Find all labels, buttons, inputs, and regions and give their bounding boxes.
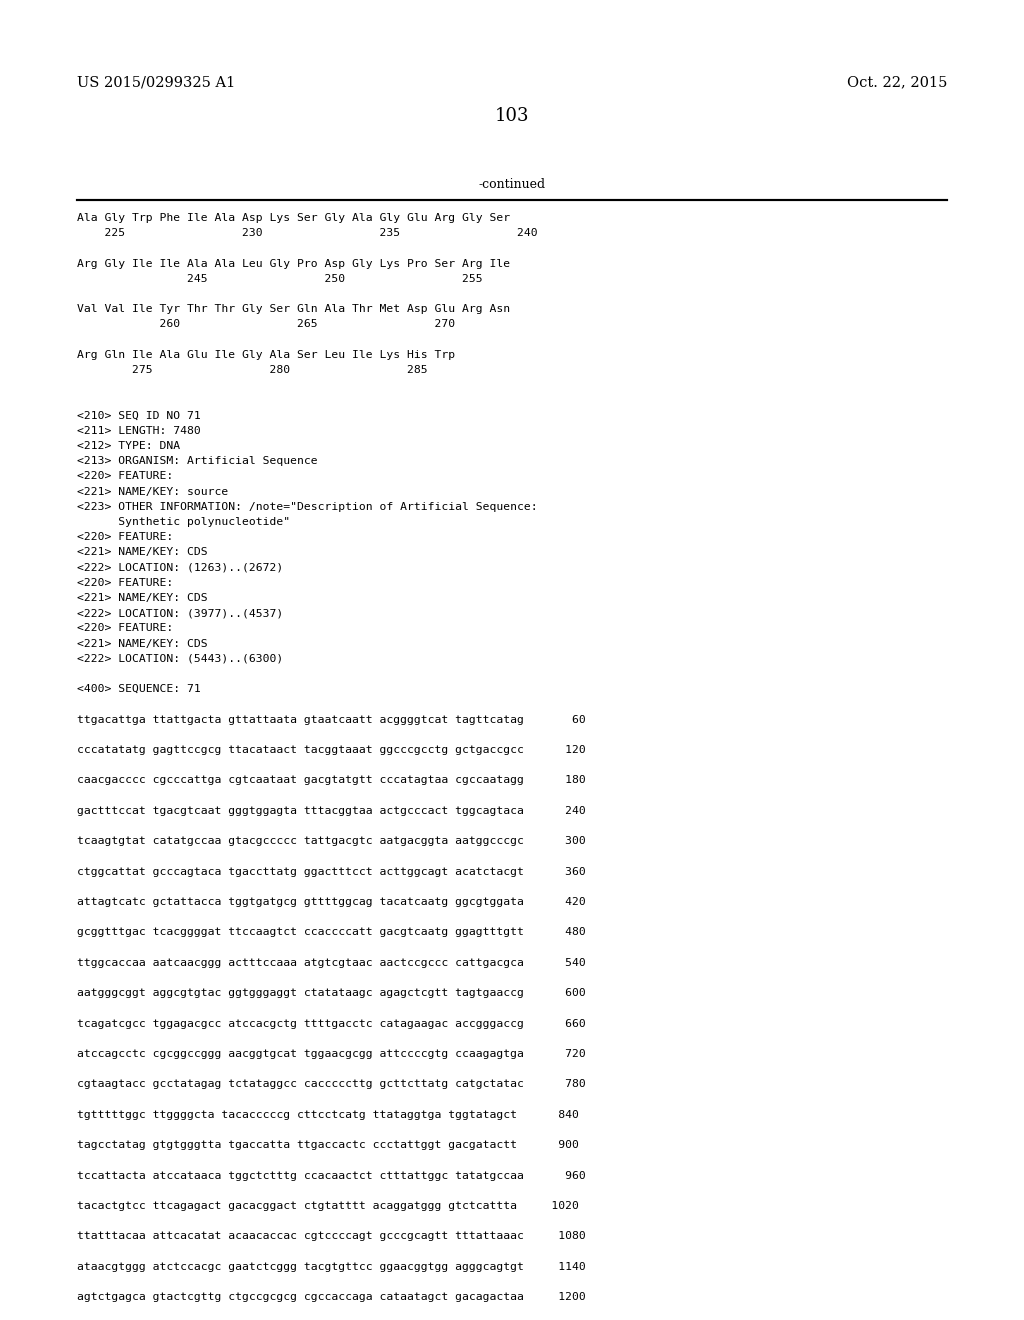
Text: 225                 230                 235                 240: 225 230 235 240 [77, 228, 538, 238]
Text: tccattacta atccataaca tggctctttg ccacaactct ctttattggc tatatgccaa      960: tccattacta atccataaca tggctctttg ccacaac… [77, 1171, 586, 1180]
Text: tcaagtgtat catatgccaa gtacgccccc tattgacgtc aatgacggta aatggcccgc      300: tcaagtgtat catatgccaa gtacgccccc tattgac… [77, 836, 586, 846]
Text: <212> TYPE: DNA: <212> TYPE: DNA [77, 441, 180, 451]
Text: caacgacccc cgcccattga cgtcaataat gacgtatgtt cccatagtaa cgccaatagg      180: caacgacccc cgcccattga cgtcaataat gacgtat… [77, 775, 586, 785]
Text: aatgggcggt aggcgtgtac ggtgggaggt ctatataagc agagctcgtt tagtgaaccg      600: aatgggcggt aggcgtgtac ggtgggaggt ctatata… [77, 989, 586, 998]
Text: cccatatatg gagttccgcg ttacataact tacggtaaat ggcccgcctg gctgaccgcc      120: cccatatatg gagttccgcg ttacataact tacggta… [77, 744, 586, 755]
Text: 245                 250                 255: 245 250 255 [77, 273, 482, 284]
Text: atccagcctc cgcggccggg aacggtgcat tggaacgcgg attccccgtg ccaagagtga      720: atccagcctc cgcggccggg aacggtgcat tggaacg… [77, 1049, 586, 1059]
Text: Oct. 22, 2015: Oct. 22, 2015 [847, 75, 947, 88]
Text: tcagatcgcc tggagacgcc atccacgctg ttttgacctc catagaagac accgggaccg      660: tcagatcgcc tggagacgcc atccacgctg ttttgac… [77, 1019, 586, 1028]
Text: tacactgtcc ttcagagact gacacggact ctgtatttt acaggatggg gtctcattta     1020: tacactgtcc ttcagagact gacacggact ctgtatt… [77, 1201, 579, 1210]
Text: 260                 265                 270: 260 265 270 [77, 319, 455, 330]
Text: <222> LOCATION: (3977)..(4537): <222> LOCATION: (3977)..(4537) [77, 609, 284, 618]
Text: <222> LOCATION: (1263)..(2672): <222> LOCATION: (1263)..(2672) [77, 562, 284, 573]
Text: US 2015/0299325 A1: US 2015/0299325 A1 [77, 75, 236, 88]
Text: <213> ORGANISM: Artificial Sequence: <213> ORGANISM: Artificial Sequence [77, 457, 317, 466]
Text: ttgacattga ttattgacta gttattaata gtaatcaatt acggggtcat tagttcatag       60: ttgacattga ttattgacta gttattaata gtaatca… [77, 714, 586, 725]
Text: <221> NAME/KEY: CDS: <221> NAME/KEY: CDS [77, 593, 208, 603]
Text: <400> SEQUENCE: 71: <400> SEQUENCE: 71 [77, 684, 201, 694]
Text: agtctgagca gtactcgttg ctgccgcgcg cgccaccaga cataatagct gacagactaa     1200: agtctgagca gtactcgttg ctgccgcgcg cgccacc… [77, 1292, 586, 1303]
Text: <221> NAME/KEY: CDS: <221> NAME/KEY: CDS [77, 639, 208, 648]
Text: Val Val Ile Tyr Thr Thr Gly Ser Gln Ala Thr Met Asp Glu Arg Asn: Val Val Ile Tyr Thr Thr Gly Ser Gln Ala … [77, 304, 510, 314]
Text: Ala Gly Trp Phe Ile Ala Asp Lys Ser Gly Ala Gly Glu Arg Gly Ser: Ala Gly Trp Phe Ile Ala Asp Lys Ser Gly … [77, 213, 510, 223]
Text: ttggcaccaa aatcaacggg actttccaaa atgtcgtaac aactccgccc cattgacgca      540: ttggcaccaa aatcaacggg actttccaaa atgtcgt… [77, 958, 586, 968]
Text: <220> FEATURE:: <220> FEATURE: [77, 578, 173, 587]
Text: 103: 103 [495, 107, 529, 125]
Text: ataacgtggg atctccacgc gaatctcggg tacgtgttcc ggaacggtgg agggcagtgt     1140: ataacgtggg atctccacgc gaatctcggg tacgtgt… [77, 1262, 586, 1271]
Text: 275                 280                 285: 275 280 285 [77, 366, 428, 375]
Text: <222> LOCATION: (5443)..(6300): <222> LOCATION: (5443)..(6300) [77, 653, 284, 664]
Text: <221> NAME/KEY: CDS: <221> NAME/KEY: CDS [77, 548, 208, 557]
Text: Arg Gln Ile Ala Glu Ile Gly Ala Ser Leu Ile Lys His Trp: Arg Gln Ile Ala Glu Ile Gly Ala Ser Leu … [77, 350, 455, 360]
Text: attagtcatc gctattacca tggtgatgcg gttttggcag tacatcaatg ggcgtggata      420: attagtcatc gctattacca tggtgatgcg gttttgg… [77, 898, 586, 907]
Text: Arg Gly Ile Ile Ala Ala Leu Gly Pro Asp Gly Lys Pro Ser Arg Ile: Arg Gly Ile Ile Ala Ala Leu Gly Pro Asp … [77, 259, 510, 268]
Text: <221> NAME/KEY: source: <221> NAME/KEY: source [77, 487, 228, 496]
Text: -continued: -continued [478, 178, 546, 191]
Text: ctggcattat gcccagtaca tgaccttatg ggactttcct acttggcagt acatctacgt      360: ctggcattat gcccagtaca tgaccttatg ggacttt… [77, 867, 586, 876]
Text: tgtttttggc ttggggcta tacacccccg cttcctcatg ttataggtga tggtatagct      840: tgtttttggc ttggggcta tacacccccg cttcctca… [77, 1110, 579, 1119]
Text: <211> LENGTH: 7480: <211> LENGTH: 7480 [77, 426, 201, 436]
Text: cgtaagtacc gcctatagag tctataggcc cacccccttg gcttcttatg catgctatac      780: cgtaagtacc gcctatagag tctataggcc caccccc… [77, 1080, 586, 1089]
Text: Synthetic polynucleotide": Synthetic polynucleotide" [77, 517, 290, 527]
Text: ttatttacaa attcacatat acaacaccac cgtccccagt gcccgcagtt tttattaaac     1080: ttatttacaa attcacatat acaacaccac cgtcccc… [77, 1232, 586, 1241]
Text: tagcctatag gtgtgggtta tgaccatta ttgaccactc ccctattggt gacgatactt      900: tagcctatag gtgtgggtta tgaccatta ttgaccac… [77, 1140, 579, 1150]
Text: <220> FEATURE:: <220> FEATURE: [77, 623, 173, 634]
Text: <210> SEQ ID NO 71: <210> SEQ ID NO 71 [77, 411, 201, 421]
Text: <220> FEATURE:: <220> FEATURE: [77, 532, 173, 543]
Text: <220> FEATURE:: <220> FEATURE: [77, 471, 173, 482]
Text: gactttccat tgacgtcaat gggtggagta tttacggtaa actgcccact tggcagtaca      240: gactttccat tgacgtcaat gggtggagta tttacgg… [77, 805, 586, 816]
Text: gcggtttgac tcacggggat ttccaagtct ccaccccatt gacgtcaatg ggagtttgtt      480: gcggtttgac tcacggggat ttccaagtct ccacccc… [77, 928, 586, 937]
Text: <223> OTHER INFORMATION: /note="Description of Artificial Sequence:: <223> OTHER INFORMATION: /note="Descript… [77, 502, 538, 512]
